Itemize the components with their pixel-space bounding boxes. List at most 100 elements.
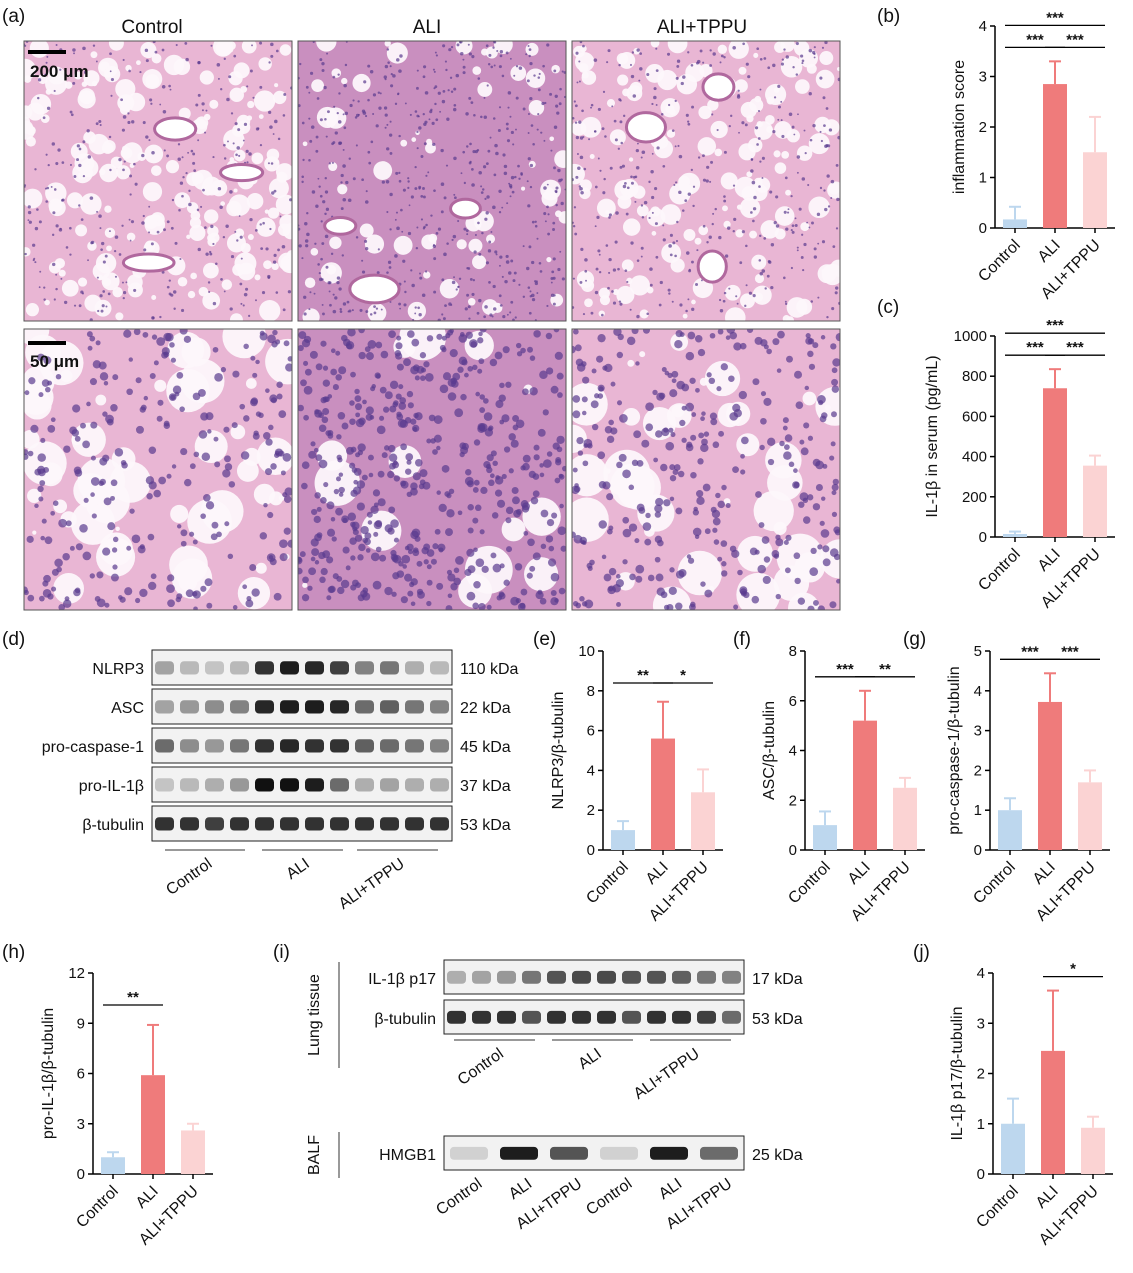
significance-label: **	[127, 989, 139, 1006]
scale-label-200um: 200 μm	[30, 62, 89, 81]
histology-title-control: Control	[121, 17, 182, 38]
y-tick-label: 6	[789, 693, 797, 710]
blot-d-group-label: Control	[163, 855, 215, 899]
blot-band	[330, 700, 349, 714]
blot-band	[722, 970, 741, 984]
blot-i-kda-label: 17 kDa	[752, 971, 803, 988]
panel-label-i: (i)	[273, 942, 290, 963]
y-axis-label: pro-IL-1β/β-tubulin	[40, 1008, 57, 1139]
balf-lane-label: Control	[583, 1175, 635, 1219]
blot-band	[500, 1146, 538, 1160]
y-tick-label: 2	[979, 119, 987, 136]
histology-title-ali: ALI	[413, 17, 442, 38]
blot-band	[180, 739, 199, 753]
blot-d-protein-label: ASC	[111, 700, 144, 717]
balf-lane-label: ALI	[656, 1175, 685, 1203]
bar-f-2	[893, 787, 917, 850]
histology-image-ali-low	[297, 40, 567, 322]
y-tick-label: 0	[979, 220, 987, 237]
category-label: Control	[73, 1183, 121, 1231]
y-tick-label: 1	[977, 1116, 985, 1133]
y-tick-label: 0	[789, 842, 797, 859]
y-tick-label: 0	[979, 529, 987, 546]
blot-d-group-label: ALI+TPPU	[336, 855, 408, 913]
blot-band	[697, 1010, 716, 1024]
blot-band	[280, 661, 299, 675]
blot-d-strip-1	[151, 688, 453, 725]
blot-band	[355, 778, 374, 792]
blot-band	[330, 661, 349, 675]
y-axis-label: IL-1β in serum (pg/mL)	[924, 355, 941, 517]
blot-band	[572, 970, 591, 984]
bar-c-2	[1083, 465, 1107, 537]
blot-band	[430, 817, 449, 831]
category-label: Control	[583, 859, 631, 907]
blot-band	[205, 817, 224, 831]
panel-label-h: (h)	[2, 942, 25, 963]
blot-d-kda-label: 22 kDa	[460, 700, 511, 717]
histology-image-tppu-high	[571, 328, 841, 611]
histology-image-ali-high	[297, 328, 567, 611]
blot-band	[380, 700, 399, 714]
y-tick-label: 0	[977, 1166, 985, 1183]
blot-d-strip-2	[151, 727, 453, 764]
blot-d-protein-label: pro-IL-1β	[79, 778, 144, 795]
scale-label-50um: 50 μm	[30, 352, 79, 371]
blot-i-kda-label: 53 kDa	[752, 1011, 803, 1028]
y-tick-label: 12	[68, 965, 85, 982]
significance-label: ***	[1066, 339, 1084, 356]
category-label: ALI	[845, 859, 874, 888]
blot-band	[550, 1146, 588, 1160]
y-tick-label: 400	[962, 449, 987, 466]
histology-image-control-low	[23, 40, 293, 322]
significance-label: ***	[1021, 643, 1039, 660]
y-tick-label: 4	[587, 762, 595, 779]
blot-band	[697, 970, 716, 984]
blot-band	[597, 1010, 616, 1024]
blot-band	[180, 700, 199, 714]
hmgb1-label: HMGB1	[379, 1147, 436, 1164]
y-tick-label: 2	[977, 1066, 985, 1083]
bar-e-1	[651, 738, 675, 850]
blot-i-protein-label: IL-1β p17	[368, 971, 436, 988]
significance-label: **	[637, 667, 649, 684]
significance-label: *	[680, 667, 686, 684]
blot-band	[622, 1010, 641, 1024]
bar-b-2	[1083, 152, 1107, 228]
blot-i-strip-1	[443, 999, 745, 1035]
blot-band	[155, 778, 174, 792]
bar-h-2	[181, 1130, 205, 1174]
blot-band	[280, 700, 299, 714]
significance-label: ***	[1026, 31, 1044, 48]
blot-d-strip-0	[151, 649, 453, 686]
western-blot-i: IL-1β p17 17 kDa β-tubulin 53 kDa Lung tissu…	[306, 959, 803, 1233]
blot-band	[622, 970, 641, 984]
blot-band	[472, 1010, 491, 1024]
blot-band	[255, 778, 274, 792]
blot-band	[230, 778, 249, 792]
bar-b-0	[1003, 219, 1027, 228]
y-tick-label: 200	[962, 489, 987, 506]
y-tick-label: 4	[974, 683, 982, 700]
blot-band	[280, 739, 299, 753]
y-tick-label: 6	[77, 1066, 85, 1083]
blot-band	[355, 817, 374, 831]
y-tick-label: 0	[974, 842, 982, 859]
bar-h-0	[101, 1157, 125, 1174]
lung-tissue-label: Lung tissue	[306, 974, 323, 1056]
blot-d-kda-label: 45 kDa	[460, 739, 511, 756]
y-tick-label: 10	[578, 643, 595, 660]
blot-band	[230, 700, 249, 714]
blot-band	[330, 778, 349, 792]
blot-d-protein-label: pro-caspase-1	[42, 739, 144, 756]
blot-band	[672, 970, 691, 984]
bar-c-0	[1003, 533, 1027, 537]
y-tick-label: 800	[962, 368, 987, 385]
histology-title-ali-tppu: ALI+TPPU	[657, 17, 747, 38]
category-label: Control	[973, 1183, 1021, 1231]
y-axis-label: NLRP3/β-tubulin	[550, 692, 567, 810]
panel-label-d: (d)	[2, 629, 25, 650]
blot-band	[355, 739, 374, 753]
balf-lane-label: ALI	[506, 1175, 535, 1203]
